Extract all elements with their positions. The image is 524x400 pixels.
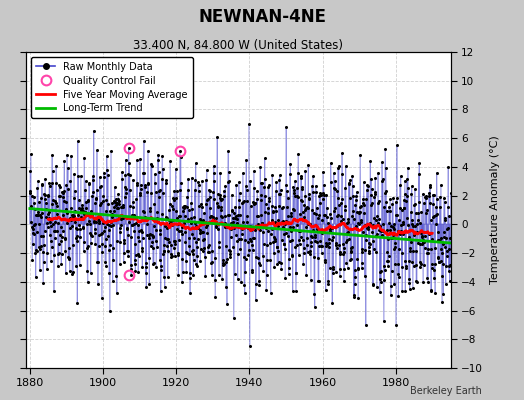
Title: 33.400 N, 84.800 W (United States): 33.400 N, 84.800 W (United States) <box>134 39 343 52</box>
Legend: Raw Monthly Data, Quality Control Fail, Five Year Moving Average, Long-Term Tren: Raw Monthly Data, Quality Control Fail, … <box>31 57 192 118</box>
Text: NEWNAN-4NE: NEWNAN-4NE <box>198 8 326 26</box>
Text: Berkeley Earth: Berkeley Earth <box>410 386 482 396</box>
Y-axis label: Temperature Anomaly (°C): Temperature Anomaly (°C) <box>490 136 500 284</box>
